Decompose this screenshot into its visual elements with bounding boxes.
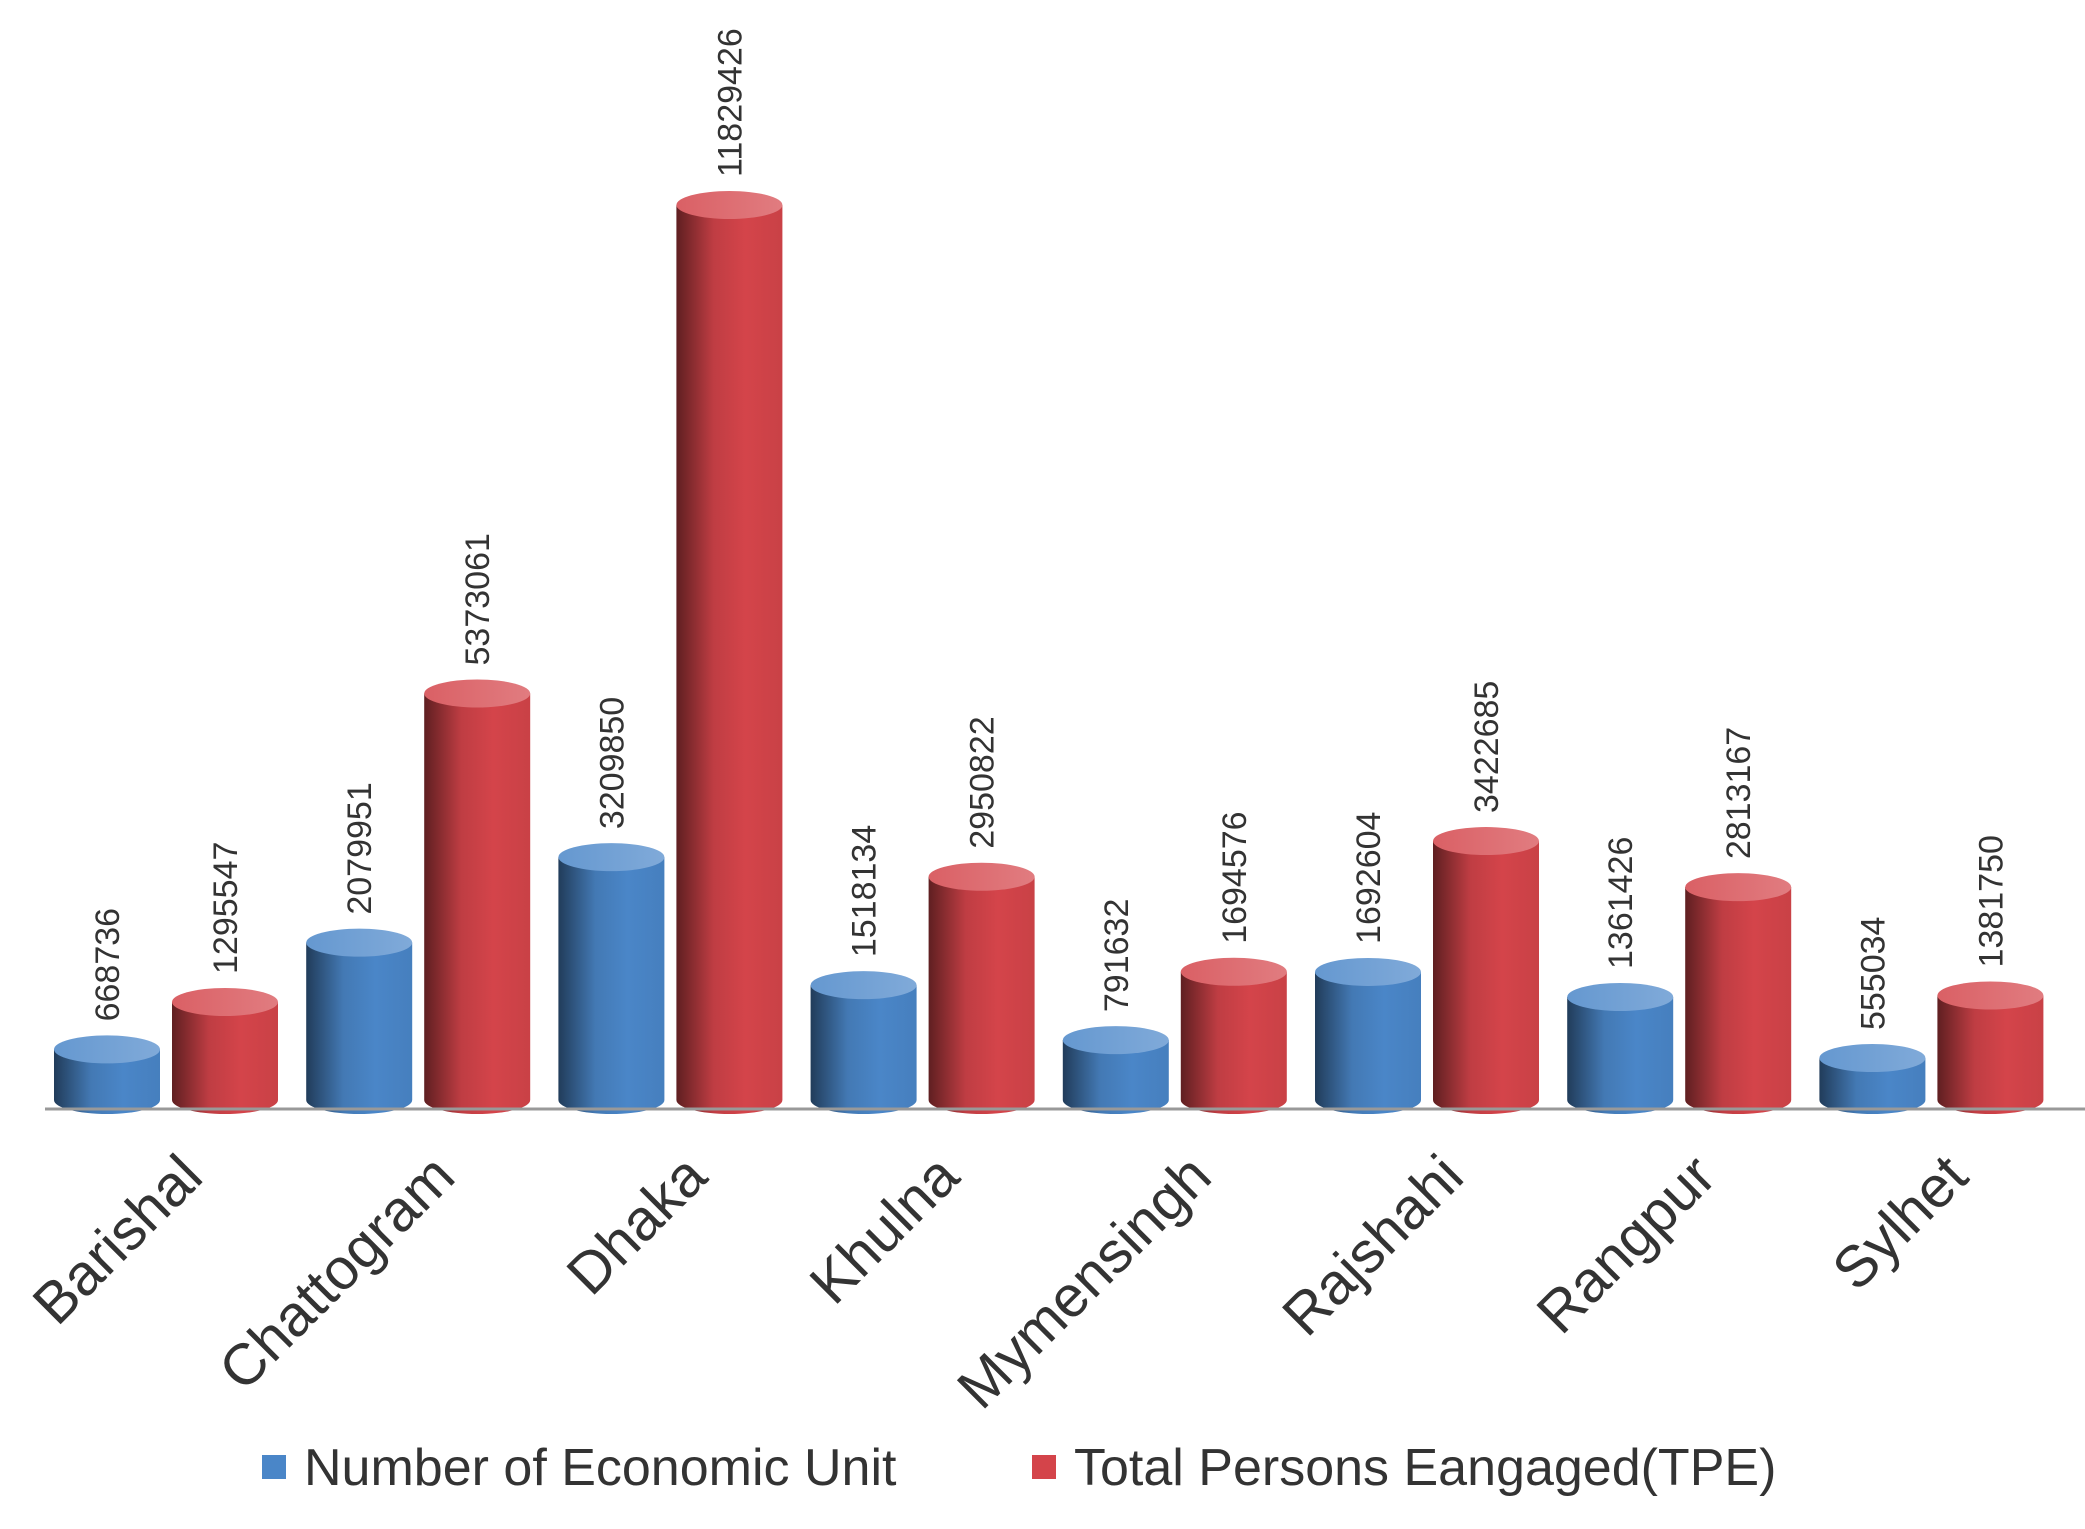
- category-label-dhaka: Dhaka: [554, 1142, 719, 1307]
- value-label: 2079951: [341, 782, 379, 914]
- value-label: 1692604: [1350, 812, 1388, 944]
- category-label-barishal: Barishal: [20, 1143, 214, 1337]
- bar-dhaka-tpe: [676, 191, 783, 1115]
- category-label-rajshahi: Rajshahi: [1270, 1143, 1476, 1349]
- bar-dhaka-economic-units: [558, 843, 665, 1115]
- bar-chattogram-tpe: [424, 679, 531, 1115]
- value-label: 5373061: [459, 533, 497, 665]
- bar-rajshahi-tpe: [1433, 827, 1539, 1114]
- value-labels-layer: 668736 1295547 2079951 5373061 3209850 118294…: [89, 28, 2010, 1030]
- legend-label: Total Persons Eangaged(TPE): [1074, 1439, 1776, 1497]
- bar-sylhet-economic-units: [1819, 1044, 1926, 1115]
- value-label: 2813167: [1720, 727, 1758, 859]
- value-label: 3422685: [1468, 681, 1506, 813]
- bars-layer: [54, 191, 2044, 1115]
- bar-rangpur-economic-units: [1567, 982, 1674, 1115]
- bar-barishal-tpe: [172, 987, 278, 1114]
- legend-label: Number of Economic Unit: [304, 1439, 897, 1497]
- value-label: 1295547: [207, 842, 245, 974]
- bar-rangpur-tpe: [1685, 873, 1792, 1115]
- legend-item-tpe: Total Persons Eangaged(TPE): [1032, 1439, 1776, 1497]
- legend-swatch: [1032, 1455, 1056, 1479]
- value-label: 555034: [1854, 917, 1892, 1030]
- value-label: 3209850: [593, 697, 631, 829]
- value-label: 791632: [1098, 899, 1136, 1012]
- bar-chattogram-economic-units: [306, 928, 413, 1115]
- category-label-mymensingh: Mymensingh: [945, 1143, 1223, 1421]
- bar-khulna-tpe: [928, 862, 1035, 1115]
- value-label: 1381750: [1972, 835, 2010, 967]
- category-label-sylhet: Sylhet: [1820, 1143, 1980, 1303]
- bar-rajshahi-economic-units: [1315, 957, 1421, 1114]
- bar-mymensingh-tpe: [1180, 957, 1287, 1115]
- value-label: 1361426: [1602, 837, 1640, 969]
- legend-item-economic-units: Number of Economic Unit: [262, 1439, 897, 1497]
- category-label-chattogram: Chattogram: [207, 1143, 467, 1403]
- legend-swatch: [262, 1455, 286, 1479]
- category-label-rangpur: Rangpur: [1525, 1143, 1728, 1346]
- value-label: 668736: [89, 908, 127, 1021]
- bar-khulna-economic-units: [810, 971, 917, 1115]
- bar-mymensingh-economic-units: [1062, 1026, 1169, 1115]
- value-label: 2950822: [964, 716, 1002, 848]
- legend: Number of Economic Unit Total Persons Ean…: [262, 1439, 1776, 1497]
- bar-sylhet-tpe: [1937, 981, 2044, 1115]
- bar-barishal-economic-units: [54, 1035, 160, 1114]
- value-label: 11829426: [711, 28, 749, 177]
- value-label: 1694576: [1216, 811, 1254, 943]
- value-label: 1518134: [846, 825, 884, 957]
- category-label-khulna: Khulna: [798, 1142, 972, 1316]
